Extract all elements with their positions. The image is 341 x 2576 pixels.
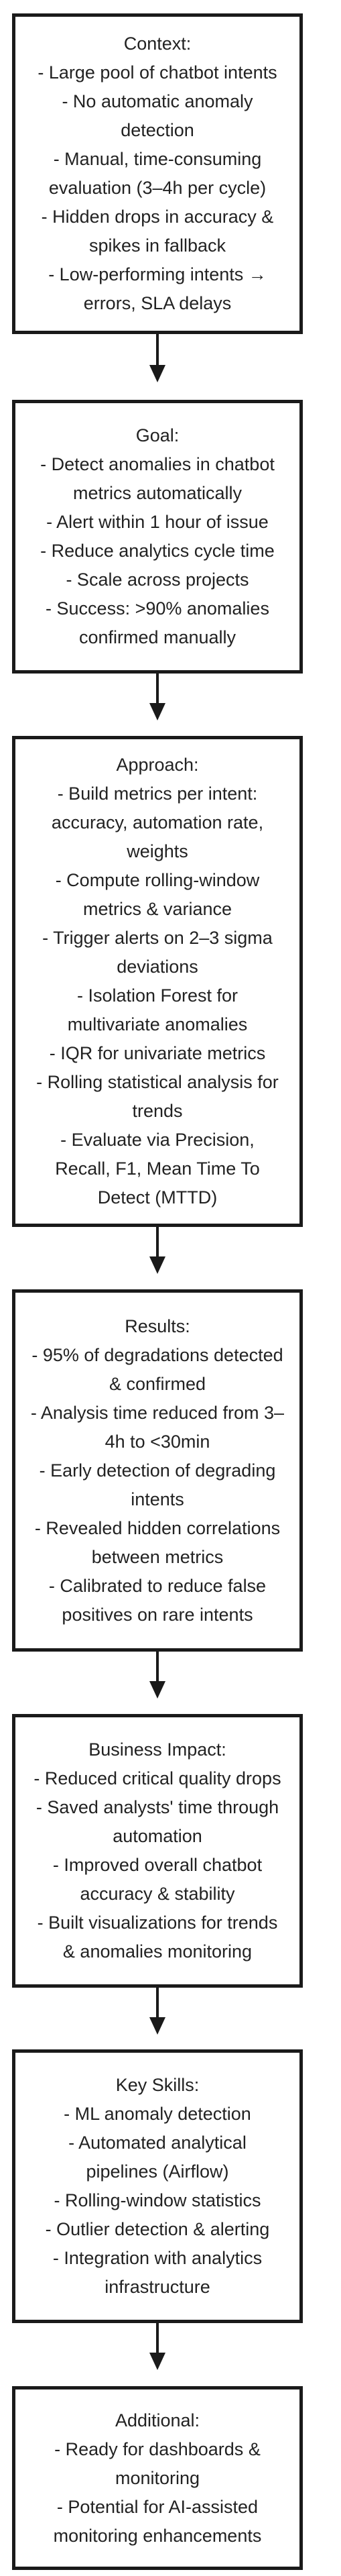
results-line: - Calibrated to reduce false	[48, 1575, 267, 1596]
results-line: positives on rare intents	[62, 1604, 253, 1625]
approach-line: - Compute rolling-window	[55, 870, 260, 890]
business-impact-line: - Saved analysts' time through	[36, 1797, 279, 1817]
key-skills-line: - Rolling-window statistics	[54, 2190, 261, 2210]
arrow-shaft	[156, 1652, 159, 1684]
goal-line: - Reduce analytics cycle time	[40, 541, 275, 561]
approach-box: Approach: - Build metrics per intent: ac…	[12, 736, 303, 1227]
context-line: - Large pool of chatbot intents	[38, 62, 277, 83]
approach-line: Detect (MTTD)	[97, 1187, 218, 1208]
results-line: - Revealed hidden correlations	[34, 1517, 281, 1538]
goal-line: - Scale across projects	[66, 570, 249, 590]
business-impact-line: & anomalies monitoring	[62, 1941, 253, 1962]
context-line: detection	[121, 120, 194, 140]
context-line: spikes in fallback	[88, 235, 226, 256]
goal-line: - Detect anomalies in chatbot	[40, 454, 275, 474]
key-skills-title: Key Skills:	[115, 2075, 200, 2095]
approach-line: metrics & variance	[82, 899, 232, 919]
business-impact-line: - Improved overall chatbot	[52, 1855, 263, 1875]
arrow-down-icon	[149, 1256, 165, 1274]
arrow-down-icon	[149, 703, 165, 720]
arrow-down-icon	[149, 2017, 165, 2035]
arrow-shaft	[156, 2323, 159, 2355]
goal-line: confirmed manually	[78, 627, 236, 647]
context-line: - No automatic anomaly	[62, 91, 253, 111]
results-box: Results: - 95% of degradations detected …	[12, 1289, 303, 1652]
approach-line: Recall, F1, Mean Time To	[55, 1159, 260, 1179]
results-title: Results:	[125, 1316, 190, 1336]
goal-title: Goal:	[135, 425, 180, 445]
additional-box: Additional: - Ready for dashboards & mon…	[12, 2386, 303, 2570]
key-skills-line: pipelines (Airflow)	[86, 2161, 229, 2182]
additional-title: Additional:	[115, 2410, 200, 2430]
additional-line: monitoring	[115, 2467, 200, 2488]
business-impact-line: automation	[113, 1826, 202, 1846]
arrow-shaft	[156, 1988, 159, 2020]
key-skills-box: Key Skills: - ML anomaly detection - Aut…	[12, 2049, 303, 2323]
approach-line: weights	[127, 841, 188, 861]
context-title: Context:	[123, 34, 192, 54]
context-line: errors, SLA delays	[83, 293, 232, 313]
key-skills-line: - Automated analytical	[68, 2133, 247, 2153]
approach-line: - Build metrics per intent:	[57, 784, 258, 804]
business-impact-line: - Built visualizations for trends	[37, 1913, 278, 1933]
business-impact-title: Business Impact:	[88, 1739, 226, 1760]
approach-line: - Rolling statistical analysis for	[36, 1072, 279, 1092]
results-line: - Early detection of degrading	[39, 1460, 276, 1481]
arrow-shaft	[156, 334, 159, 368]
business-impact-line: - Reduced critical quality drops	[33, 1768, 281, 1788]
context-line: - Low-performing intents →	[48, 264, 267, 284]
context-line: - Hidden drops in accuracy &	[41, 207, 274, 227]
approach-line: deviations	[117, 957, 198, 977]
approach-line: - IQR for univariate metrics	[49, 1043, 266, 1063]
arrow-down-icon	[149, 2353, 165, 2370]
results-line: between metrics	[91, 1546, 224, 1567]
approach-line: multivariate anomalies	[67, 1014, 248, 1034]
additional-line: - Ready for dashboards &	[54, 2438, 261, 2459]
arrow-shaft	[156, 1227, 159, 1259]
arrow-shaft	[156, 674, 159, 706]
approach-line: - Trigger alerts on 2–3 sigma	[42, 928, 273, 948]
goal-line: metrics automatically	[72, 483, 243, 503]
key-skills-line: infrastructure	[105, 2277, 210, 2297]
goal-box: Goal: - Detect anomalies in chatbot metr…	[12, 400, 303, 674]
approach-line: - Isolation Forest for	[76, 985, 238, 1006]
business-impact-box: Business Impact: - Reduced critical qual…	[12, 1714, 303, 1988]
context-line: evaluation (3–4h per cycle)	[48, 178, 267, 198]
key-skills-line: - ML anomaly detection	[64, 2104, 251, 2124]
arrow-down-icon	[149, 1681, 165, 1699]
results-line: & confirmed	[109, 1373, 206, 1394]
key-skills-line: - Outlier detection & alerting	[45, 2219, 270, 2239]
additional-line: - Potential for AI-assisted	[56, 2496, 259, 2517]
approach-title: Approach:	[116, 755, 199, 775]
results-line: - 95% of degradations detected	[31, 1344, 283, 1365]
results-line: 4h to <30min	[105, 1431, 210, 1452]
goal-line: - Alert within 1 hour of issue	[46, 512, 269, 532]
results-line: intents	[131, 1489, 184, 1509]
additional-line: monitoring enhancements	[53, 2525, 262, 2546]
results-line: - Analysis time reduced from 3–	[30, 1402, 285, 1423]
context-box: Context: - Large pool of chatbot intents…	[12, 13, 303, 334]
goal-line: - Success: >90% anomalies	[46, 598, 269, 619]
approach-line: accuracy, automation rate,	[51, 812, 264, 833]
approach-line: - Evaluate via Precision,	[60, 1130, 255, 1150]
approach-line: trends	[132, 1101, 183, 1121]
arrow-down-icon	[149, 365, 165, 382]
context-line: - Manual, time-consuming	[53, 149, 262, 169]
key-skills-line: - Integration with analytics	[52, 2248, 263, 2268]
business-impact-line: accuracy & stability	[80, 1884, 235, 1904]
